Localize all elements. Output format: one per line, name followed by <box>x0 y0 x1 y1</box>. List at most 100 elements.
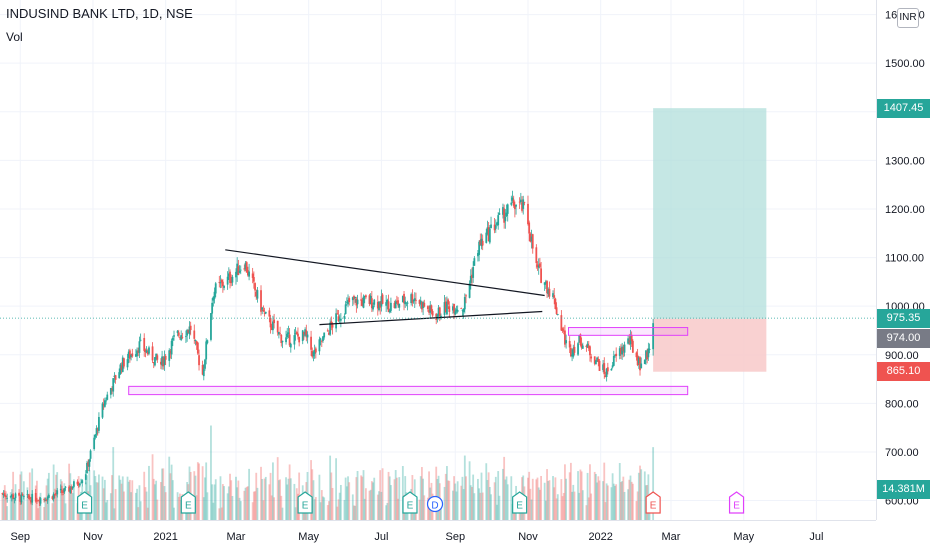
volume-bar <box>373 477 376 520</box>
event-marker-e[interactable]: E <box>728 491 745 514</box>
candle-body <box>256 290 259 299</box>
volume-bar <box>621 481 624 520</box>
candle-body <box>328 332 330 335</box>
candle-body <box>105 400 107 402</box>
event-marker-e[interactable]: E <box>180 491 196 514</box>
candle-body <box>151 346 154 361</box>
volume-bar <box>314 497 317 520</box>
time-tick-label: May <box>733 531 754 543</box>
volume-bar <box>477 478 479 520</box>
candle-body <box>612 355 615 366</box>
volume-bar <box>364 488 367 520</box>
candle-body <box>412 300 415 302</box>
candle-body <box>604 375 607 378</box>
volume-bar <box>270 495 273 520</box>
volume-bar <box>554 477 557 520</box>
candle-body <box>354 296 357 299</box>
event-marker-e[interactable]: E <box>402 491 418 514</box>
event-marker-e[interactable]: E <box>645 491 661 514</box>
event-marker-e[interactable]: E <box>77 491 93 514</box>
time-axis[interactable]: Sep Nov 2021 Mar May Jul Sep Nov 2022 Mar May Jul <box>0 520 876 551</box>
chart-pane[interactable]: E E E E D E E E INDUSIND BANK LTD, 1D, NSE Vol <box>0 0 876 520</box>
volume-bar <box>535 479 538 520</box>
volume-bar <box>360 475 363 520</box>
volume-bar <box>362 470 365 520</box>
volume-bar <box>230 480 233 520</box>
volume-bar <box>531 478 534 520</box>
candle-body <box>485 232 488 243</box>
symbol-title[interactable]: INDUSIND BANK LTD, 1D, NSE <box>6 6 193 21</box>
candle-body <box>169 351 172 354</box>
candle-body <box>398 303 401 308</box>
candle-body <box>581 345 584 349</box>
volume-bar <box>159 482 162 520</box>
event-marker-e[interactable]: E <box>512 491 528 514</box>
candle-body <box>331 323 334 328</box>
volume-bar <box>487 472 490 520</box>
volume-bar <box>573 491 576 520</box>
volume-bar <box>485 463 488 520</box>
candle-body <box>423 302 426 307</box>
candle-body <box>188 326 191 335</box>
support-zone <box>128 385 689 396</box>
volume-bar <box>319 502 322 520</box>
volume-bar <box>504 479 507 520</box>
candle-body <box>303 332 305 335</box>
candle-body <box>305 330 308 336</box>
event-marker-e[interactable]: E <box>297 491 313 514</box>
candle-body <box>515 204 517 207</box>
volume-bar <box>369 489 372 520</box>
candle-body <box>448 306 451 312</box>
candle-body <box>381 294 384 304</box>
candle-body <box>595 360 597 365</box>
candle-body <box>479 239 482 246</box>
candle-body <box>254 283 256 291</box>
volume-bar <box>451 490 454 520</box>
volume-bar <box>289 478 292 520</box>
currency-badge[interactable]: INR <box>897 8 919 28</box>
candle-body <box>510 202 513 205</box>
time-tick-label: Jul <box>809 531 823 543</box>
candle-body <box>52 493 55 500</box>
volume-bar <box>345 486 348 520</box>
price-tick-label: 700.00 <box>885 447 919 459</box>
volume-bar <box>27 497 30 520</box>
candle-body <box>144 349 147 352</box>
candle-body <box>362 296 365 308</box>
event-letter: E <box>650 501 657 512</box>
volume-bar <box>593 471 596 520</box>
candle-body <box>252 277 255 282</box>
volume-bar <box>272 462 274 520</box>
price-tick-label: 1500.00 <box>885 58 925 70</box>
volume-bar <box>494 476 497 520</box>
candle-body <box>529 233 532 242</box>
candle-body <box>126 359 129 368</box>
volume-value-tag: 14.381M <box>877 480 930 499</box>
volume-bar <box>556 494 559 520</box>
candle-body <box>237 266 240 276</box>
candle-body <box>502 207 504 215</box>
candle-body <box>318 339 321 352</box>
volume-bar <box>254 491 256 520</box>
volume-bar <box>631 483 634 520</box>
volume-bar <box>276 457 279 520</box>
candle-body <box>320 340 323 342</box>
price-axis[interactable]: 600.00 700.00 800.00 900.00 1000.00 1100.00 12… <box>876 0 932 520</box>
time-tick-label: Nov <box>518 531 538 543</box>
price-tick-label: 1300.00 <box>885 155 925 167</box>
candle-body <box>569 347 572 357</box>
candle-body <box>297 333 299 337</box>
candles <box>1 190 655 507</box>
event-marker-d[interactable]: D <box>426 495 444 513</box>
candle-body <box>314 348 317 353</box>
volume-bar <box>614 485 616 520</box>
volume-indicator-label[interactable]: Vol <box>6 30 23 44</box>
candle-body <box>56 490 59 495</box>
time-tick-label: Nov <box>83 531 103 543</box>
volume-bar <box>480 472 483 520</box>
candle-body <box>361 299 364 306</box>
candle-body <box>496 222 498 226</box>
volume-bar <box>39 492 42 520</box>
volume-bar <box>385 505 388 520</box>
